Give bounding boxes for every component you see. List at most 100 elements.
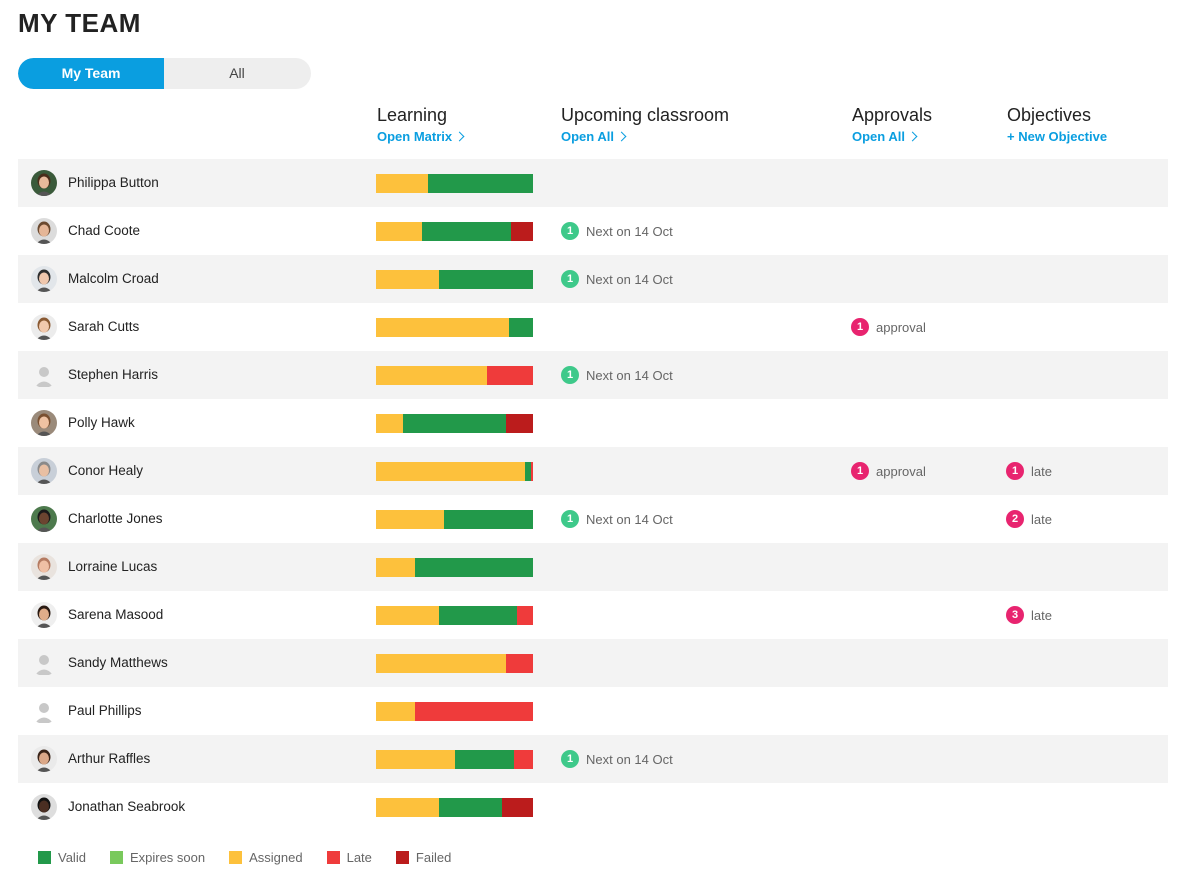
learning-segment-valid xyxy=(438,798,502,817)
default-avatar-icon xyxy=(31,362,57,388)
toggle-my-team[interactable]: My Team xyxy=(18,58,164,89)
legend-swatch xyxy=(395,851,409,864)
team-member-row[interactable]: Conor Healy 1 approval 1 late xyxy=(18,447,1168,495)
member-name[interactable]: Stephen Harris xyxy=(68,367,159,382)
classroom-badge[interactable]: 1 Next on 14 Oct xyxy=(561,207,673,255)
team-member-row[interactable]: Sandy Matthews xyxy=(18,639,1168,687)
learning-segment-late xyxy=(514,750,533,769)
member-name[interactable]: Paul Phillips xyxy=(68,703,142,718)
classroom-badge-count: 1 xyxy=(561,750,579,768)
member-name[interactable]: Sandy Matthews xyxy=(68,655,168,670)
learning-progress-bar[interactable] xyxy=(376,558,533,577)
learning-segment-valid xyxy=(438,606,518,625)
classroom-title: Upcoming classroom xyxy=(561,105,730,125)
learning-segment-late xyxy=(487,366,533,385)
learning-segment-assigned xyxy=(376,462,526,481)
learning-progress-bar[interactable] xyxy=(376,798,533,817)
team-member-row[interactable]: Arthur Raffles 1 Next on 14 Oct xyxy=(18,735,1168,783)
team-member-row[interactable]: Lorraine Lucas xyxy=(18,543,1168,591)
objective-badge-count: 2 xyxy=(1006,510,1024,528)
team-member-row[interactable]: Philippa Button xyxy=(18,159,1168,207)
member-name[interactable]: Sarena Masood xyxy=(68,607,164,622)
approval-badge[interactable]: 1 approval xyxy=(851,303,926,351)
learning-progress-bar[interactable] xyxy=(376,366,533,385)
team-member-row[interactable]: Polly Hawk xyxy=(18,399,1168,447)
approvals-open-all-link[interactable]: Open All xyxy=(852,129,932,144)
learning-progress-bar[interactable] xyxy=(376,414,533,433)
team-member-row[interactable]: Charlotte Jones 1 Next on 14 Oct 2 late xyxy=(18,495,1168,543)
learning-segment-valid xyxy=(454,750,515,769)
objective-badge[interactable]: 1 late xyxy=(1006,447,1052,495)
legend-item-valid: Valid xyxy=(38,850,86,865)
new-objective-label: + New Objective xyxy=(1007,129,1108,144)
learning-progress-bar[interactable] xyxy=(376,654,533,673)
avatar xyxy=(31,602,57,628)
legend-item-assigned: Assigned xyxy=(229,850,303,865)
team-member-row[interactable]: Sarah Cutts 1 approval xyxy=(18,303,1168,351)
legend-swatch xyxy=(326,851,340,864)
learning-progress-bar[interactable] xyxy=(376,510,533,529)
learning-progress-bar[interactable] xyxy=(376,270,533,289)
avatar xyxy=(31,506,57,532)
objective-badge-text: late xyxy=(1031,463,1052,479)
learning-progress-bar[interactable] xyxy=(376,702,533,721)
open-matrix-link[interactable]: Open Matrix xyxy=(377,129,465,144)
learning-segment-assigned xyxy=(376,798,439,817)
objective-badge[interactable]: 3 late xyxy=(1006,591,1052,639)
chevron-right-icon xyxy=(454,131,465,142)
classroom-badge[interactable]: 1 Next on 14 Oct xyxy=(561,255,673,303)
classroom-badge-text: Next on 14 Oct xyxy=(586,751,673,767)
legend-swatch xyxy=(38,851,51,864)
legend: Valid Expires soon Assigned Late Failed xyxy=(38,850,451,865)
avatar xyxy=(31,794,57,820)
team-member-row[interactable]: Malcolm Croad 1 Next on 14 Oct xyxy=(18,255,1168,303)
learning-progress-bar[interactable] xyxy=(376,750,533,769)
member-name[interactable]: Sarah Cutts xyxy=(68,319,140,334)
classroom-open-all-link[interactable]: Open All xyxy=(561,129,729,144)
team-member-row[interactable]: Chad Coote 1 Next on 14 Oct xyxy=(18,207,1168,255)
classroom-badge[interactable]: 1 Next on 14 Oct xyxy=(561,351,673,399)
learning-segment-assigned xyxy=(376,270,439,289)
learning-progress-bar[interactable] xyxy=(376,606,533,625)
learning-progress-bar[interactable] xyxy=(376,222,533,241)
legend-label: Assigned xyxy=(249,850,303,865)
toggle-all[interactable]: All xyxy=(229,65,245,81)
team-member-row[interactable]: Stephen Harris 1 Next on 14 Oct xyxy=(18,351,1168,399)
objective-badge[interactable]: 2 late xyxy=(1006,495,1052,543)
classroom-badge[interactable]: 1 Next on 14 Oct xyxy=(561,495,673,543)
team-member-row[interactable]: Sarena Masood 3 late xyxy=(18,591,1168,639)
team-member-row[interactable]: Jonathan Seabrook xyxy=(18,783,1168,831)
member-name[interactable]: Polly Hawk xyxy=(68,415,135,430)
learning-segment-assigned xyxy=(376,702,416,721)
learning-segment-assigned xyxy=(376,510,444,529)
legend-swatch xyxy=(229,851,243,864)
member-name[interactable]: Arthur Raffles xyxy=(68,751,151,766)
avatar xyxy=(31,170,57,196)
member-name[interactable]: Conor Healy xyxy=(68,463,144,478)
team-member-row[interactable]: Paul Phillips xyxy=(18,687,1168,735)
learning-segment-assigned xyxy=(376,366,488,385)
learning-column-header: Learning Open Matrix xyxy=(377,104,465,144)
member-name[interactable]: Chad Coote xyxy=(68,223,141,238)
learning-title: Learning xyxy=(377,105,448,125)
learning-progress-bar[interactable] xyxy=(376,462,533,481)
member-name[interactable]: Charlotte Jones xyxy=(68,511,163,526)
member-name[interactable]: Lorraine Lucas xyxy=(68,559,158,574)
legend-label: Expires soon xyxy=(129,850,206,865)
learning-segment-late xyxy=(531,462,533,481)
classroom-badge[interactable]: 1 Next on 14 Oct xyxy=(561,735,673,783)
learning-progress-bar[interactable] xyxy=(376,318,533,337)
learning-segment-assigned xyxy=(376,654,507,673)
member-name[interactable]: Philippa Button xyxy=(68,175,159,190)
approvals-title: Approvals xyxy=(852,105,933,125)
approval-badge[interactable]: 1 approval xyxy=(851,447,926,495)
team-scope-toggle[interactable]: My Team All xyxy=(18,58,311,89)
classroom-badge-text: Next on 14 Oct xyxy=(586,511,673,527)
member-name[interactable]: Jonathan Seabrook xyxy=(68,799,186,814)
new-objective-link[interactable]: + New Objective xyxy=(1007,129,1107,144)
legend-item-expires-soon: Expires soon xyxy=(109,850,206,865)
learning-segment-failed xyxy=(511,222,533,241)
learning-progress-bar[interactable] xyxy=(376,174,533,193)
classroom-badge-count: 1 xyxy=(561,270,579,288)
member-name[interactable]: Malcolm Croad xyxy=(68,271,159,286)
